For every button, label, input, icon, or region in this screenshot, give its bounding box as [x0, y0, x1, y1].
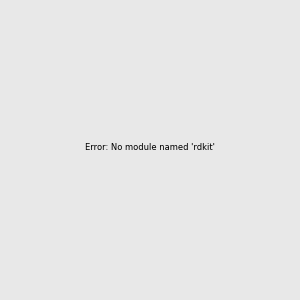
- Text: Error: No module named 'rdkit': Error: No module named 'rdkit': [85, 143, 215, 152]
